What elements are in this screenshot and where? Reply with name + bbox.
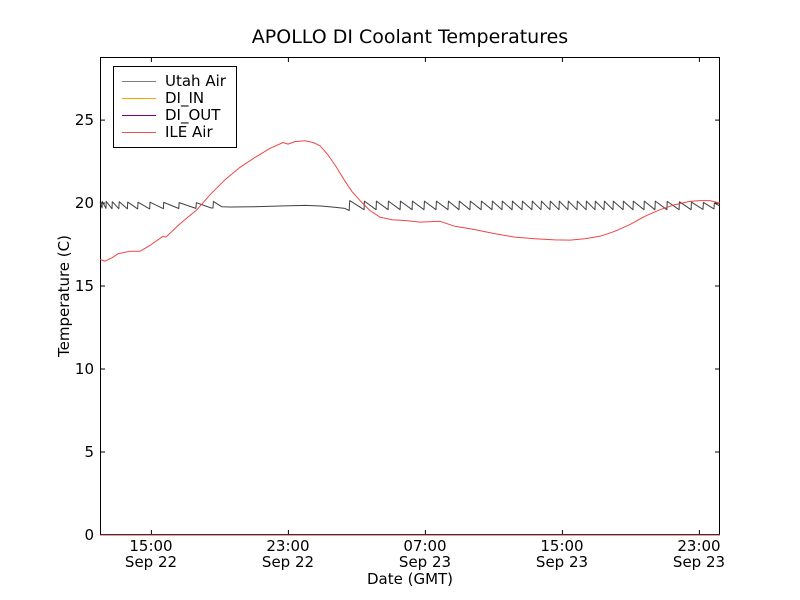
x-tick-label: 23:00 Sep 22 xyxy=(248,538,328,570)
y-tick-label: 10 xyxy=(74,360,94,378)
chart-title: APOLLO DI Coolant Temperatures xyxy=(251,26,569,48)
x-tick-date: Sep 22 xyxy=(261,553,315,571)
x-tick-time: 07:00 xyxy=(403,537,447,555)
legend-entry-di-out: DI_OUT xyxy=(122,107,226,124)
x-tick-time: 23:00 xyxy=(677,537,721,555)
legend-line-sample xyxy=(122,115,156,116)
x-tick-time: 15:00 xyxy=(129,537,173,555)
legend-label: DI_OUT xyxy=(165,106,221,124)
x-axis-label: Date (GMT) xyxy=(366,570,454,588)
y-tick-label: 15 xyxy=(74,277,94,295)
chart-legend: Utah Air DI_IN DI_OUT ILE Air xyxy=(113,66,237,148)
legend-line-sample xyxy=(122,81,156,82)
x-tick-date: Sep 23 xyxy=(535,553,589,571)
x-tick-label: 23:00 Sep 23 xyxy=(659,538,739,570)
x-tick-date: Sep 23 xyxy=(672,553,726,571)
x-tick-label: 07:00 Sep 23 xyxy=(385,538,465,570)
legend-line-sample xyxy=(122,132,156,133)
legend-label: ILE Air xyxy=(165,123,213,141)
y-tick-label: 25 xyxy=(74,111,94,129)
legend-label: DI_IN xyxy=(165,89,205,107)
series-line-utah-air xyxy=(99,200,721,211)
legend-entry-utah-air: Utah Air xyxy=(122,73,226,90)
x-tick-time: 15:00 xyxy=(540,537,584,555)
y-axis-label: Temperature (C) xyxy=(55,235,73,357)
legend-line-sample xyxy=(122,98,156,99)
legend-entry-di-in: DI_IN xyxy=(122,90,226,107)
y-tick-label: 20 xyxy=(74,194,94,212)
legend-label: Utah Air xyxy=(165,72,226,90)
x-tick-label: 15:00 Sep 22 xyxy=(111,538,191,570)
legend-entry-ile-air: ILE Air xyxy=(122,124,226,141)
y-tick-label: 0 xyxy=(84,526,94,544)
x-tick-date: Sep 23 xyxy=(398,553,452,571)
series-line-ile-air xyxy=(99,140,721,262)
x-tick-label: 15:00 Sep 23 xyxy=(522,538,602,570)
x-tick-time: 23:00 xyxy=(266,537,310,555)
y-tick-label: 5 xyxy=(84,443,94,461)
x-tick-date: Sep 22 xyxy=(124,553,178,571)
